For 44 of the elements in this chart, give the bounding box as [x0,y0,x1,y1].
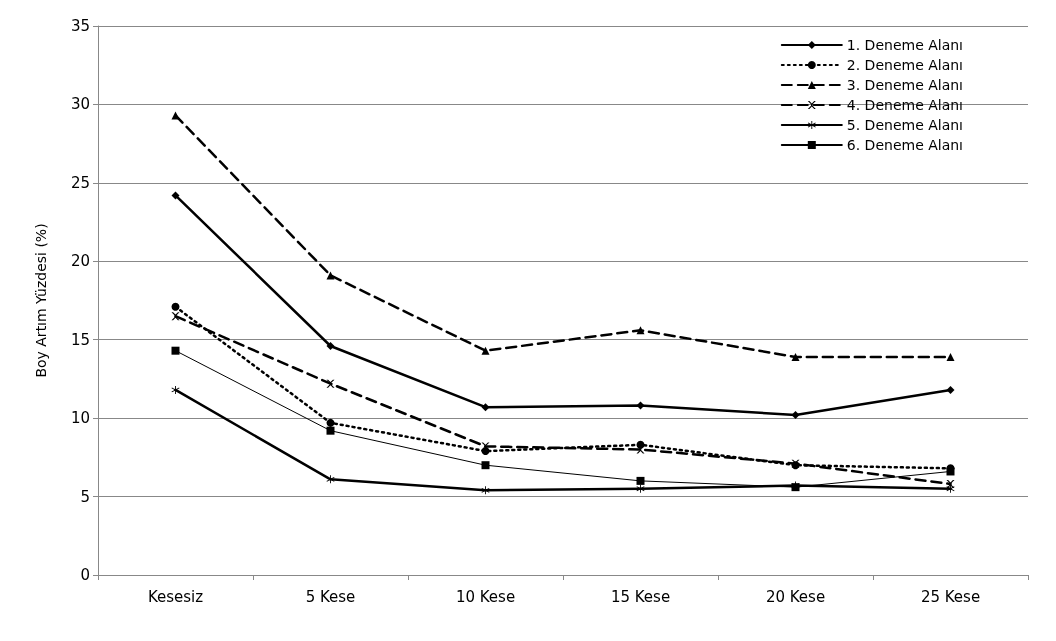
point [326,418,335,427]
legend-label: 1. Deneme Alanı [846,37,964,53]
point [171,111,180,120]
x-tick-label: 25 Kese [920,587,981,606]
point [636,401,645,410]
legend-label: 2. Deneme Alanı [846,57,964,73]
point [636,484,645,493]
x-tick-label: 20 Kese [765,587,826,606]
point [636,476,645,485]
legend-label: 4. Deneme Alanı [846,97,964,113]
point [481,403,490,412]
legend-label: 5. Deneme Alanı [846,117,964,133]
point [481,486,490,495]
x-tick-label: 10 Kese [455,587,516,606]
point [326,475,335,484]
point [326,271,335,280]
point [481,461,490,470]
y-tick-label: 15 [70,330,90,349]
point [326,426,335,435]
y-tick-label: 20 [70,252,90,271]
point [171,191,180,200]
point [171,346,180,355]
legend-label: 3. Deneme Alanı [846,77,964,93]
point [481,346,490,355]
point [791,352,800,361]
x-tick-label: Kesesiz [147,587,204,606]
y-tick-label: 10 [70,409,90,428]
y-tick-label: 5 [80,487,90,506]
legend-label: 6. Deneme Alanı [846,137,964,153]
x-tick-label: 5 Kese [305,587,356,606]
point [946,385,955,394]
point [791,411,800,420]
y-axis-title: Boy Artım Yüzdesi (%) [33,223,49,378]
point [946,352,955,361]
y-tick-label: 35 [70,17,90,35]
point [171,302,180,311]
point [171,385,180,394]
y-tick-label: 30 [70,95,90,114]
y-tick-label: 25 [70,173,90,192]
point [636,326,645,335]
x-tick-label: 15 Kese [610,587,671,606]
point [946,484,955,493]
point [326,341,335,350]
y-tick-label: 0 [80,566,90,584]
